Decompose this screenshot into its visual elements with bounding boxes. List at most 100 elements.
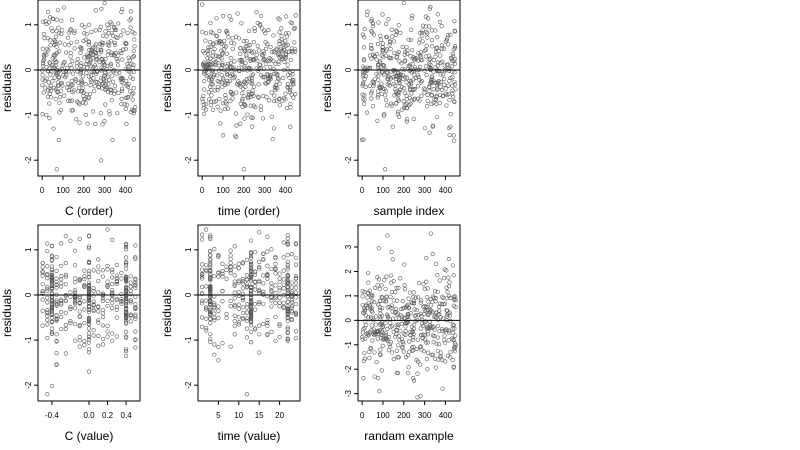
data-point	[40, 82, 45, 88]
data-point	[68, 62, 73, 68]
data-point	[123, 318, 129, 323]
data-point	[437, 301, 442, 306]
data-point	[224, 101, 229, 106]
data-point	[382, 167, 388, 172]
data-point	[427, 311, 432, 316]
data-point	[404, 105, 409, 110]
data-point	[288, 101, 293, 107]
data-point	[123, 299, 129, 305]
x-tick-label: 400	[439, 411, 453, 420]
data-point	[363, 73, 369, 79]
data-point	[261, 281, 266, 286]
data-point	[106, 82, 111, 87]
data-point	[271, 33, 276, 38]
data-point	[446, 328, 451, 333]
data-point	[373, 332, 378, 337]
data-point	[259, 26, 265, 31]
data-point	[94, 56, 100, 61]
data-point	[285, 62, 290, 67]
data-point	[248, 260, 254, 265]
data-point	[435, 45, 440, 50]
data-point	[437, 68, 442, 74]
data-point	[228, 253, 233, 258]
data-point	[365, 9, 370, 14]
data-point	[412, 65, 417, 70]
data-point	[421, 86, 427, 91]
data-point	[214, 16, 219, 21]
data-point	[54, 59, 59, 64]
x-tick-label: -0.4	[45, 411, 59, 420]
data-point	[114, 35, 119, 40]
data-point	[105, 42, 110, 47]
data-point	[45, 286, 50, 292]
data-point	[427, 130, 432, 135]
data-point	[77, 314, 82, 320]
data-point	[427, 57, 432, 62]
data-point	[228, 98, 233, 104]
data-point	[276, 61, 281, 67]
data-point	[437, 312, 442, 317]
data-point	[380, 322, 385, 327]
data-point	[82, 274, 87, 279]
data-point	[133, 316, 138, 321]
data-point	[232, 279, 237, 284]
data-point	[208, 20, 213, 26]
data-point	[439, 46, 444, 51]
data-point	[81, 38, 86, 44]
x-tick-label: 15	[255, 411, 264, 420]
data-point	[54, 351, 59, 356]
data-point	[384, 21, 389, 27]
data-point	[293, 285, 299, 290]
data-point	[281, 286, 286, 291]
data-point	[261, 273, 266, 278]
data-point	[83, 82, 88, 87]
data-point	[87, 61, 92, 67]
data-point	[376, 302, 381, 307]
data-point	[116, 21, 121, 26]
data-point	[199, 271, 205, 277]
data-point	[48, 95, 53, 100]
data-point	[365, 295, 370, 300]
x-tick-label: 200	[397, 186, 411, 195]
data-point	[91, 69, 97, 74]
data-point	[123, 316, 129, 321]
data-point	[108, 90, 114, 96]
data-point	[371, 300, 377, 305]
data-point	[114, 307, 119, 312]
data-point	[240, 279, 245, 284]
data-point	[105, 52, 110, 58]
data-point	[131, 91, 136, 96]
data-point	[100, 268, 106, 273]
data-point	[96, 343, 101, 348]
data-point	[258, 107, 264, 112]
data-point	[279, 37, 284, 42]
data-point	[42, 36, 47, 41]
data-point	[436, 357, 441, 362]
data-point	[91, 293, 96, 298]
data-point	[248, 300, 254, 305]
data-point	[283, 31, 288, 36]
data-point	[452, 46, 458, 51]
data-point	[379, 84, 384, 90]
data-point	[283, 91, 288, 96]
data-point	[419, 298, 424, 303]
data-point	[110, 338, 115, 343]
data-point	[220, 61, 225, 66]
data-point	[401, 76, 406, 81]
data-point	[201, 111, 207, 117]
data-point	[408, 101, 413, 106]
data-point	[437, 19, 443, 25]
data-point	[285, 240, 290, 245]
data-point	[58, 107, 64, 113]
data-point	[452, 138, 457, 143]
data-point	[232, 59, 237, 64]
data-point	[97, 54, 102, 59]
data-point	[75, 57, 80, 62]
data-point	[372, 374, 377, 379]
y-tick-label: 0	[184, 67, 193, 72]
data-point	[219, 48, 224, 53]
data-point	[426, 350, 431, 355]
data-point	[123, 261, 129, 266]
data-point	[411, 97, 417, 102]
data-point	[430, 251, 435, 257]
